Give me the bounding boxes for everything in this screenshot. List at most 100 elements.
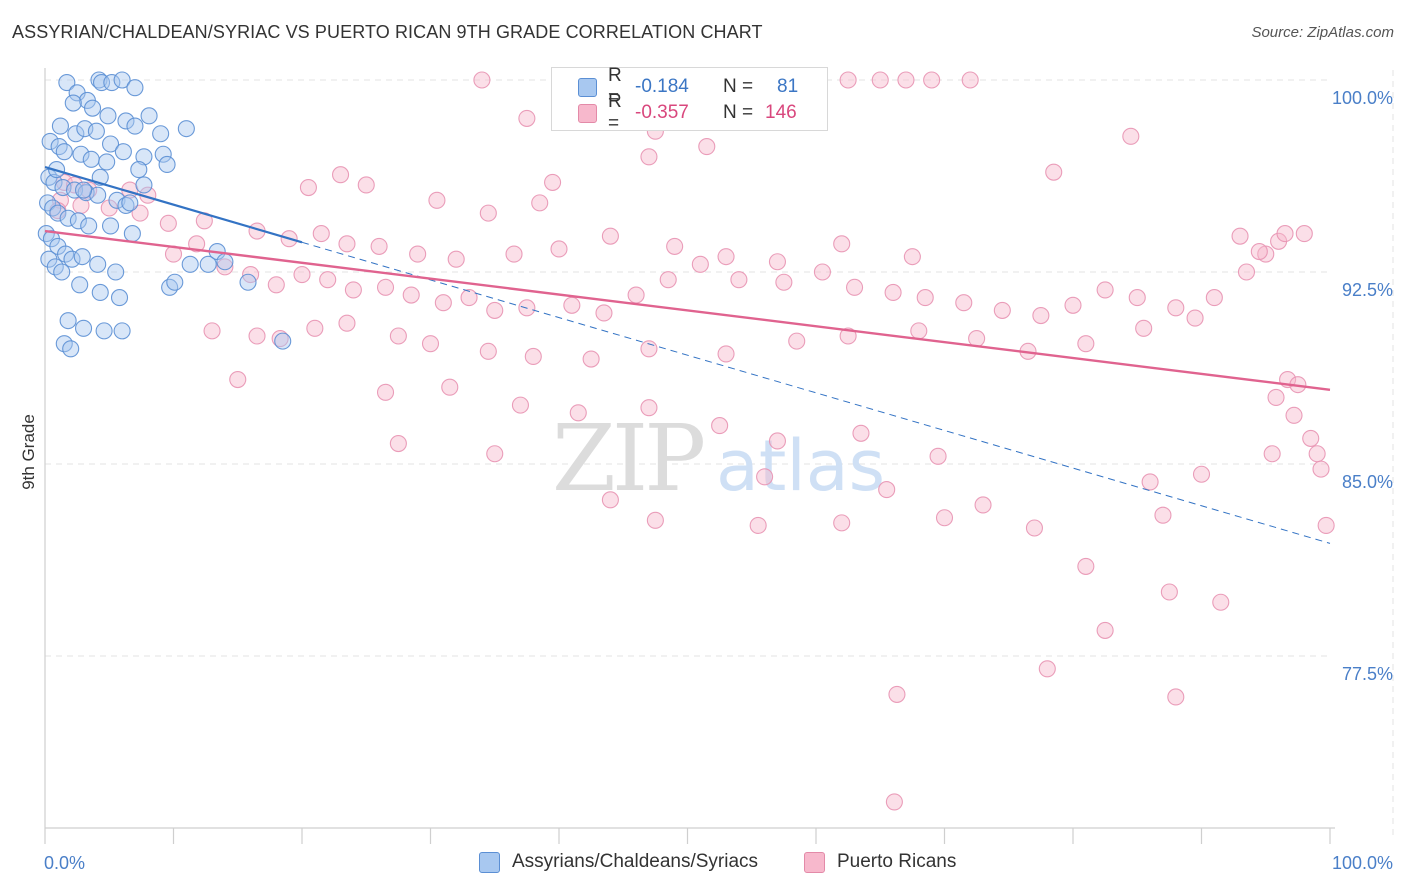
puerto-rican-point <box>833 235 851 253</box>
assyrian-point <box>101 135 120 153</box>
puerto-rican-point <box>878 481 896 499</box>
pink-swatch <box>804 851 825 873</box>
puerto-rican-point <box>1231 227 1249 245</box>
assyrian-trend-solid <box>44 165 303 244</box>
assyrian-point <box>58 74 76 92</box>
assyrian-point <box>216 253 234 271</box>
puerto-rican-points <box>49 71 1335 811</box>
puerto-rican-point <box>544 173 562 191</box>
watermark-zip: ZIP <box>552 405 703 512</box>
puerto-rican-point <box>229 370 247 389</box>
puerto-rican-point <box>852 424 870 442</box>
puerto-rican-point <box>717 248 735 266</box>
puerto-rican-trend <box>44 229 1331 391</box>
assyrian-point <box>71 276 89 294</box>
puerto-rican-point <box>1077 557 1095 575</box>
puerto-rican-point <box>646 511 664 529</box>
puerto-rican-point <box>691 255 709 273</box>
puerto-rican-point <box>1096 621 1114 639</box>
puerto-rican-point <box>923 71 941 89</box>
puerto-rican-point <box>730 271 748 289</box>
assyrian-point <box>154 145 172 163</box>
puerto-rican-point <box>188 235 206 253</box>
chart-title: ASSYRIAN/CHALDEAN/SYRIAC VS PUERTO RICAN… <box>12 22 763 42</box>
assyrian-point <box>75 181 93 199</box>
puerto-rican-point <box>131 204 149 222</box>
assyrian-point <box>126 79 144 97</box>
puerto-rican-point <box>1154 506 1172 524</box>
puerto-rican-point <box>1064 296 1082 314</box>
assyrian-point <box>53 263 71 281</box>
puerto-rican-point <box>479 342 497 360</box>
assyrian-point <box>91 283 109 302</box>
puerto-rican-point <box>756 468 774 486</box>
puerto-rican-point <box>1212 593 1230 611</box>
puerto-rican-point <box>338 314 356 332</box>
puerto-rican-point <box>434 294 452 312</box>
puerto-rican-point <box>563 296 581 314</box>
puerto-rican-point <box>1192 465 1211 483</box>
puerto-rican-point <box>1276 225 1294 243</box>
puerto-rican-point <box>293 266 311 284</box>
assyrian-point <box>274 332 292 350</box>
puerto-rican-point <box>888 685 906 703</box>
assyrian-trend-dashed <box>301 241 1331 544</box>
assyrian-point <box>135 176 153 194</box>
puerto-rican-point <box>961 71 979 89</box>
puerto-rican-point <box>974 496 992 514</box>
assyrian-point <box>92 74 111 92</box>
puerto-rican-point <box>775 273 793 291</box>
puerto-rican-point <box>569 404 587 422</box>
r-value: -0.357 <box>635 102 689 123</box>
puerto-rican-point <box>1096 281 1114 299</box>
n-value: 146 <box>765 102 797 123</box>
assyrian-point <box>55 143 73 161</box>
puerto-rican-point <box>1122 127 1140 145</box>
puerto-rican-point <box>1128 289 1146 307</box>
puerto-rican-point <box>299 178 317 197</box>
puerto-rican-point <box>550 240 568 258</box>
axes <box>44 68 1335 844</box>
assyrian-point <box>99 107 117 125</box>
legend-label: Puerto Ricans <box>837 851 957 872</box>
puerto-rican-point <box>409 245 427 263</box>
assyrian-point <box>121 194 139 212</box>
puerto-rican-point <box>640 148 658 166</box>
puerto-rican-point <box>711 417 729 435</box>
puerto-rican-point <box>717 345 735 363</box>
puerto-rican-point <box>929 447 947 465</box>
puerto-rican-point <box>1295 225 1313 243</box>
puerto-rican-point <box>935 509 954 527</box>
puerto-rican-point <box>1308 445 1326 463</box>
assyrian-point <box>161 278 179 296</box>
legend-label: Assyrians/Chaldeans/Syriacs <box>512 851 759 872</box>
puerto-rican-point <box>839 327 857 345</box>
puerto-rican-point <box>389 434 407 453</box>
puerto-rican-point <box>839 71 857 89</box>
puerto-rican-point <box>159 214 177 232</box>
puerto-rican-point <box>1250 242 1268 261</box>
assyrian-point <box>59 209 77 227</box>
assyrian-point <box>199 255 217 273</box>
puerto-rican-point <box>595 304 613 322</box>
assyrian-point <box>101 217 120 235</box>
assyrian-point <box>110 289 129 307</box>
puerto-rican-point <box>627 286 645 304</box>
assyrian-point <box>126 117 144 135</box>
assyrian-point <box>113 71 131 89</box>
puerto-rican-point <box>402 286 420 304</box>
puerto-rican-point <box>582 350 600 368</box>
puerto-rican-point <box>344 281 362 299</box>
assyrian-point <box>69 212 87 230</box>
legend-row-puerto-rican: R = -0.357 N = 146 <box>552 91 797 134</box>
assyrian-point <box>72 145 90 163</box>
assyrian-point <box>63 250 81 268</box>
puerto-rican-point <box>1032 306 1050 325</box>
r-value: -0.184 <box>635 76 689 97</box>
puerto-rican-point <box>788 332 806 350</box>
puerto-rican-point <box>1025 519 1043 537</box>
assyrian-point <box>80 217 98 235</box>
puerto-rican-point <box>306 319 324 337</box>
puerto-rican-point <box>1167 688 1185 706</box>
puerto-rican-point <box>486 445 504 463</box>
